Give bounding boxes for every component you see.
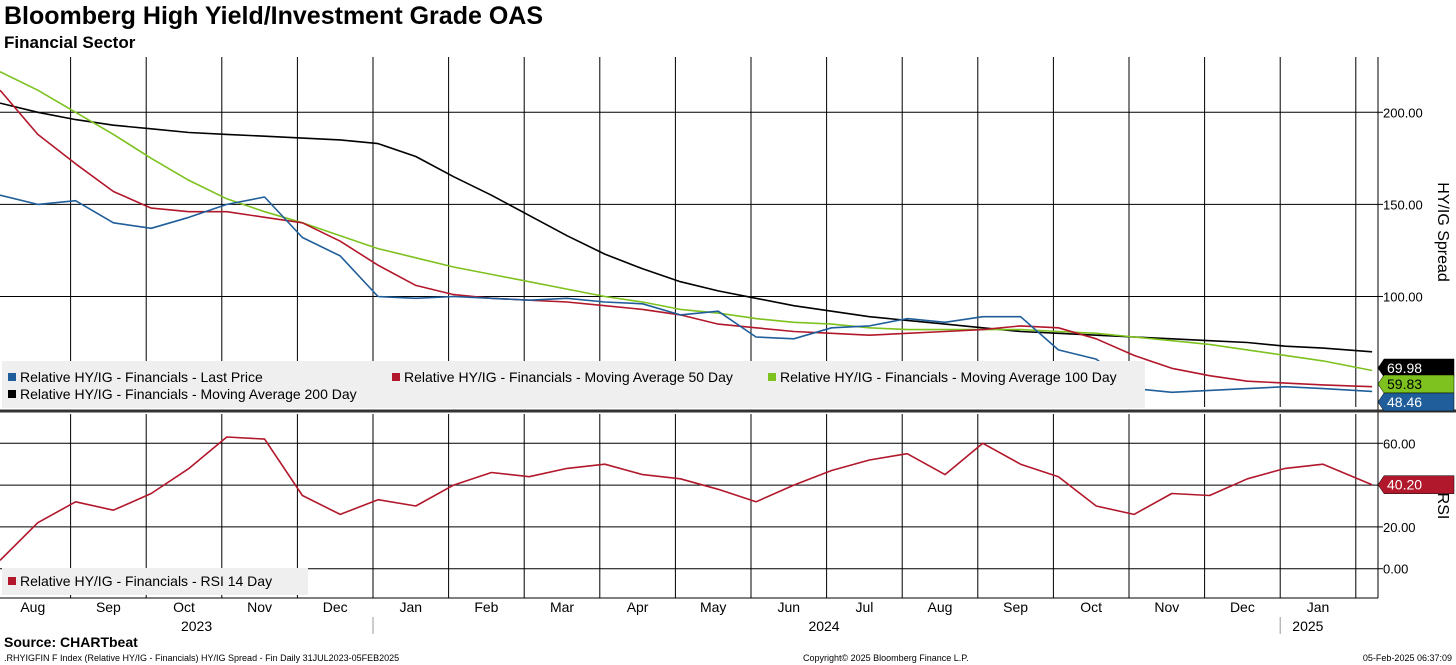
footer-index-info: .RHYIGFIN F Index (Relative HY/IG - Fina… (4, 653, 400, 663)
series-line-bottom-0 (0, 436, 1373, 561)
ytick-label-bottom: 60.00 (1383, 436, 1416, 451)
ytick-label-top: 200.00 (1383, 105, 1423, 120)
legend-top-background (2, 361, 1145, 408)
series-line-top-1 (0, 70, 1373, 372)
y-axis-title-bottom: RSI (1434, 493, 1451, 520)
legend-swatch-bottom-0 (8, 577, 16, 585)
x-month-label: Oct (173, 599, 195, 615)
legend-label-top-0: Relative HY/IG - Financials - Last Price (20, 369, 263, 385)
x-month-label: Sep (96, 599, 121, 615)
legend-swatch-top-3 (8, 390, 16, 398)
ytick-label-top: 100.00 (1383, 289, 1423, 304)
x-month-label: May (700, 599, 726, 615)
legend-swatch-top-0 (8, 373, 16, 381)
x-month-label: Nov (1154, 599, 1179, 615)
footer-timestamp: 05-Feb-2025 06:37:09 (1362, 653, 1452, 663)
last-value-tag-ma200-text: 69.98 (1387, 360, 1422, 376)
x-month-label: Apr (627, 599, 649, 615)
x-month-label: Jan (1307, 599, 1330, 615)
legend-label-bottom-0: Relative HY/IG - Financials - RSI 14 Day (20, 573, 272, 589)
legend-label-top-3: Relative HY/IG - Financials - Moving Ave… (20, 386, 357, 402)
x-month-label: Dec (1230, 599, 1255, 615)
legend-label-top-1: Relative HY/IG - Financials - Moving Ave… (404, 369, 733, 385)
last-value-tag-last-price-text: 48.46 (1387, 394, 1422, 410)
x-month-label: Jun (778, 599, 801, 615)
x-month-label: Jul (855, 599, 873, 615)
footer-copyright: Copyright© 2025 Bloomberg Finance L.P. (803, 653, 969, 663)
last-value-tag-rsi: 40.20 (1377, 475, 1455, 494)
y-axis-title-top: HY/IG Spread (1434, 182, 1451, 282)
x-month-label: Oct (1080, 599, 1102, 615)
chart-title: Bloomberg High Yield/Investment Grade OA… (4, 2, 543, 30)
legend-bottom-background (2, 568, 308, 595)
x-month-label: Feb (474, 599, 498, 615)
x-month-label: Jan (400, 599, 423, 615)
last-value-tag-ma100: 59.83 (1377, 374, 1455, 394)
x-year-label: 2025 (1292, 618, 1323, 634)
x-month-label: Sep (1003, 599, 1028, 615)
source-note: Source: CHARTbeat (4, 634, 138, 650)
ytick-label-bottom: 0.00 (1383, 562, 1408, 577)
last-value-tag-last-price: 48.46 (1377, 392, 1455, 412)
x-month-label: Aug (928, 599, 953, 615)
legend-swatch-top-1 (392, 373, 400, 381)
x-month-label: Mar (550, 599, 574, 615)
last-value-tag-ma200: 69.98 (1377, 358, 1455, 378)
ytick-label-bottom: 20.00 (1383, 520, 1416, 535)
x-year-label: 2023 (181, 618, 212, 634)
x-month-label: Aug (20, 599, 45, 615)
x-year-label: 2024 (808, 618, 839, 634)
chart-subtitle: Financial Sector (4, 33, 136, 52)
ytick-label-top: 150.00 (1383, 197, 1423, 212)
x-month-label: Nov (247, 599, 272, 615)
legend-swatch-top-2 (768, 373, 776, 381)
x-month-label: Dec (323, 599, 348, 615)
last-value-tag-ma100-text: 59.83 (1387, 376, 1422, 392)
legend-label-top-2: Relative HY/IG - Financials - Moving Ave… (780, 369, 1117, 385)
last-value-tag-rsi-text: 40.20 (1387, 477, 1422, 493)
series-line-top-2 (0, 89, 1373, 388)
